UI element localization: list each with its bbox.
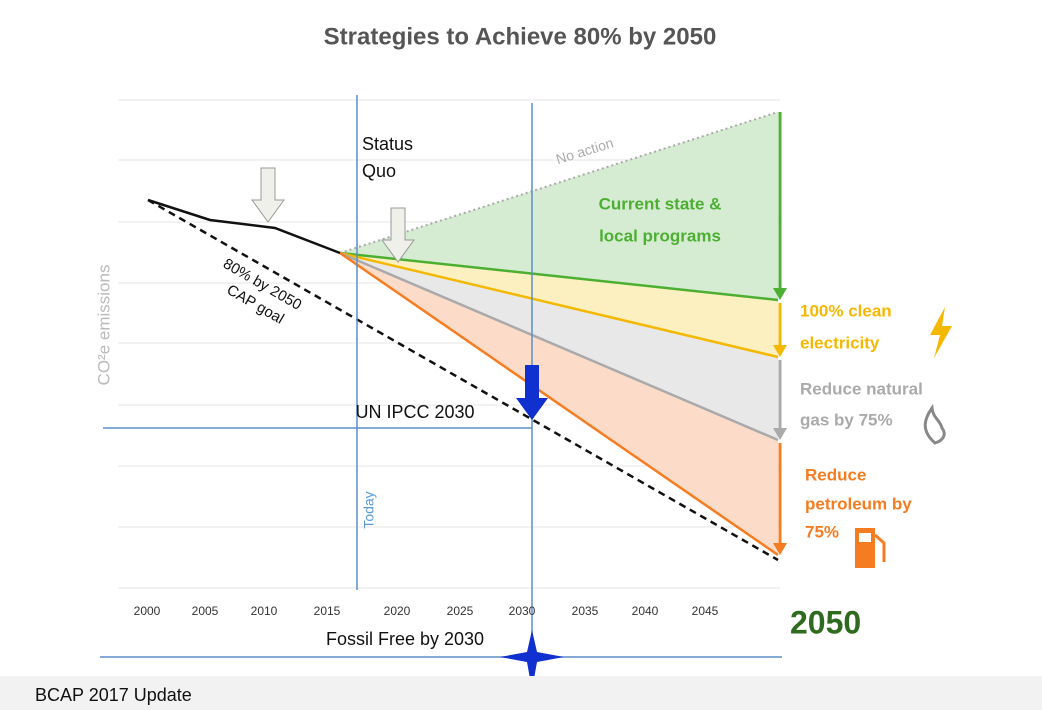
history-line <box>147 198 341 255</box>
wedges <box>339 111 779 557</box>
x-tick-label: 2015 <box>314 604 341 618</box>
x-tick-label: 2035 <box>572 604 599 618</box>
y-axis-label: CO²e emissions <box>94 265 113 386</box>
clean-electricity: 100% clean <box>800 301 892 320</box>
status-quo: Quo <box>362 161 396 181</box>
x-tick-label: 2020 <box>384 604 411 618</box>
footer-band <box>0 676 1042 710</box>
cap-goal-line <box>147 198 779 562</box>
hollow-arrow <box>381 207 415 263</box>
current-programs: local programs <box>599 226 721 245</box>
no-action: No action <box>554 134 615 167</box>
lightning-icon <box>930 307 952 358</box>
x-tick-label: 2030 <box>509 604 536 618</box>
natural-gas: Reduce natural <box>800 379 923 398</box>
petroleum: Reduce <box>805 465 866 484</box>
title: Strategies to Achieve 80% by 2050 <box>324 23 717 50</box>
x-tick-label: 2040 <box>632 604 659 618</box>
un-ipcc: UN IPCC 2030 <box>355 402 474 422</box>
x-tick-label: 2010 <box>251 604 278 618</box>
footer: BCAP 2017 Update <box>35 685 192 705</box>
fossil-free: Fossil Free by 2030 <box>326 629 484 649</box>
petroleum: petroleum by <box>805 494 912 513</box>
status-quo: Status <box>362 134 413 154</box>
end-year: 2050 <box>790 604 861 640</box>
flame-icon <box>923 403 946 445</box>
star <box>500 630 564 690</box>
current-programs: Current state & <box>599 194 722 213</box>
today: Today <box>361 491 377 528</box>
natural-gas: gas by 75% <box>800 410 893 429</box>
x-axis: 2000 2005 2010 2015 2020 2025 2030 2035 … <box>134 604 719 618</box>
hollow-arrow <box>251 167 285 223</box>
x-tick-label: 2005 <box>192 604 219 618</box>
petroleum: 75% <box>805 522 839 541</box>
x-tick-label: 2025 <box>447 604 474 618</box>
clean-electricity: electricity <box>800 333 880 352</box>
reduction-arrows <box>773 112 787 555</box>
x-tick-label: 2045 <box>692 604 719 618</box>
pump-icon <box>855 528 886 568</box>
x-tick-label: 2000 <box>134 604 161 618</box>
ipcc-arrow <box>516 365 548 420</box>
